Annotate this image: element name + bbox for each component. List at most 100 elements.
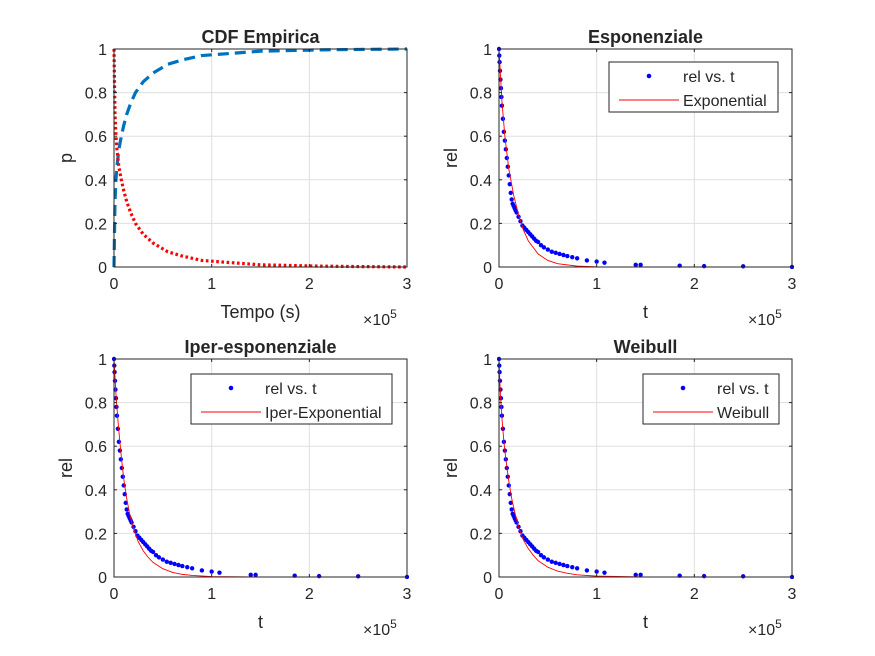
data-point [565, 253, 570, 259]
legend: rel vs. t Iper-Exponential [190, 373, 393, 425]
y-tick-label: 1 [483, 42, 492, 59]
data-point [185, 564, 190, 570]
data-point [506, 483, 511, 488]
y-tick-label: 0 [98, 260, 107, 277]
y-axis-label: rel [56, 458, 76, 478]
x-tick-label: 1 [592, 276, 601, 293]
axes-frame [113, 358, 408, 578]
x-tick-label: 3 [403, 586, 412, 603]
x-tick-label: 3 [788, 276, 797, 293]
x-tick-label: 0 [110, 586, 119, 603]
y-tick-label: 0.4 [470, 483, 492, 500]
axes-panel-2: 0 1 2 3 0 0.2 0.4 0.6 0.8 1 ×105 t rel Esponenziale re… [441, 27, 797, 329]
x-tick-label: 2 [305, 586, 314, 603]
data-point [176, 562, 181, 568]
y-tick-label: 0.2 [470, 526, 492, 543]
legend-marker-dot [228, 385, 234, 391]
data-point [150, 549, 156, 555]
x-tick-label: 1 [207, 276, 216, 293]
y-tick-label: 0.4 [470, 173, 492, 190]
data-point [633, 262, 638, 268]
data-point [638, 262, 643, 268]
y-tick-label: 0 [98, 570, 107, 587]
x-tick-label: 0 [495, 586, 504, 603]
y-tick-label: 0.8 [470, 86, 492, 103]
data-point [316, 573, 322, 579]
data-point [557, 251, 562, 257]
axes-panel-1: 0 1 2 3 0 0.2 0.4 0.6 0.8 1 ×105 Tempo (s) p CDF Empi… [56, 27, 412, 329]
chart-title: Esponenziale [588, 27, 703, 47]
legend-entry: rel vs. t [265, 381, 317, 398]
data-point [120, 474, 125, 479]
y-tick-label: 0.2 [85, 526, 107, 543]
data-point [500, 116, 506, 121]
x-tick-label: 2 [305, 276, 314, 293]
data-point [504, 155, 510, 161]
data-point [570, 254, 575, 260]
y-tick-label: 1 [98, 352, 107, 369]
x-tick-label: 0 [495, 276, 504, 293]
data-point [501, 129, 507, 135]
series-line-2 [112, 48, 408, 269]
axes-panel-3: 0 1 2 3 0 0.2 0.4 0.6 0.8 1 ×105 t rel Iper-esponenzi… [56, 337, 412, 639]
data-point [701, 263, 707, 269]
legend: rel vs. t Exponential [608, 61, 779, 113]
y-tick-label: 0.6 [470, 439, 492, 456]
ticks [498, 358, 793, 578]
data-point [570, 564, 575, 570]
y-tick-label: 0.4 [85, 483, 107, 500]
data-point [508, 500, 513, 506]
legend-marker-dot [646, 73, 652, 79]
data-point [114, 404, 119, 410]
data-point [557, 561, 562, 567]
x-tick-label: 2 [690, 586, 699, 603]
data-point [119, 465, 125, 471]
x-axis-label: t [643, 612, 648, 632]
data-point [118, 457, 124, 462]
series-line-2 [113, 358, 407, 578]
data-point [535, 549, 541, 555]
data-point [549, 249, 554, 254]
data-point [541, 245, 547, 250]
data-point [602, 570, 607, 575]
y-tick-label: 0.8 [85, 396, 107, 413]
y-tick-label: 0.6 [470, 129, 492, 146]
data-point [565, 563, 570, 569]
y-tick-label: 0.8 [470, 396, 492, 413]
data-point [115, 426, 121, 431]
axes-frame [498, 48, 793, 268]
data-point [584, 568, 590, 573]
y-tick-label: 0.2 [85, 216, 107, 233]
data-point [561, 252, 566, 258]
data-point [574, 256, 580, 261]
data-point [355, 574, 361, 579]
data-point [248, 572, 253, 578]
data-point [164, 559, 169, 564]
y-tick-label: 0 [483, 570, 492, 587]
y-tick-label: 0.2 [470, 216, 492, 233]
series-line-2 [498, 358, 792, 578]
data-point [160, 557, 166, 562]
data-point [123, 500, 128, 506]
x-tick-label: 3 [403, 276, 412, 293]
series-line-1 [112, 47, 408, 268]
chart-title: Weibull [614, 337, 678, 357]
legend-box [608, 61, 779, 113]
data-point [638, 572, 643, 578]
legend-entry: rel vs. t [717, 381, 769, 398]
data-point [180, 563, 185, 569]
y-axis-label: p [56, 153, 76, 163]
data-layer [112, 47, 408, 269]
data-point [545, 247, 551, 252]
x-tick-label: 1 [207, 586, 216, 603]
y-tick-label: 0.4 [85, 173, 107, 190]
data-point [114, 413, 120, 418]
chart-title: CDF Empirica [201, 27, 320, 47]
data-point [594, 259, 599, 264]
data-point [217, 570, 222, 575]
data-point [199, 568, 205, 573]
data-point [508, 190, 513, 196]
series-points-1 [112, 356, 409, 579]
